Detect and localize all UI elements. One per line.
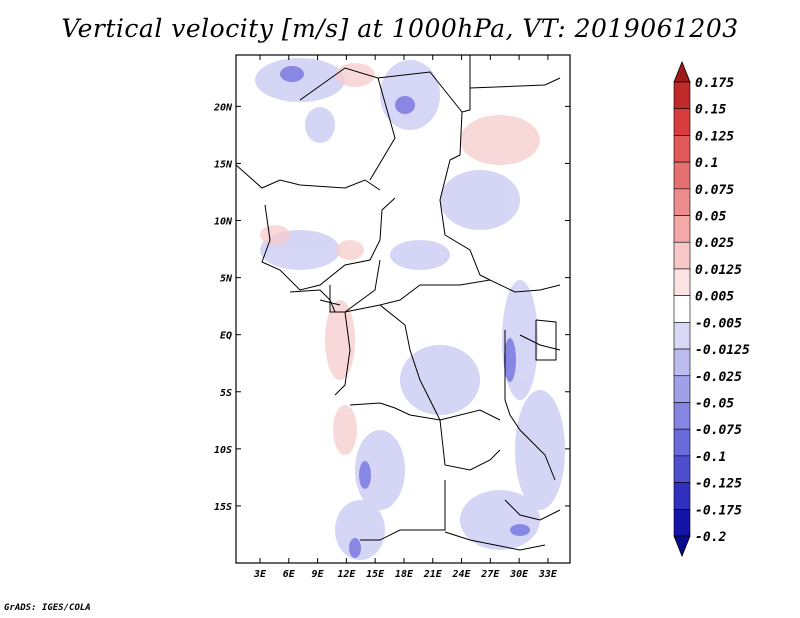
lat-label: 10S — [214, 445, 232, 456]
colorbar-segment — [673, 215, 691, 243]
footer-credit: GrADS: IGES/COLA — [4, 603, 91, 613]
country-borders — [236, 55, 561, 551]
colorbar: 0.175 0.15 0.125 0.1 0.075 0.05 0.025 0.0125 0.0… — [673, 60, 750, 558]
colorbar-label: -0.0125 — [695, 343, 750, 358]
colorbar-label: 0.0125 — [695, 263, 742, 278]
lat-label: 5N — [220, 274, 233, 285]
lat-label: 10N — [214, 217, 233, 228]
colorbar-label: 0.025 — [695, 236, 734, 251]
colorbar-segment — [673, 508, 691, 537]
colorbar-label: -0.05 — [695, 396, 734, 411]
colorbar-segment — [673, 60, 691, 83]
colorbar-segment — [673, 135, 691, 163]
map-field — [236, 55, 570, 563]
lat-label: 20N — [213, 102, 233, 113]
longitude-axis: 3E 6E 9E 12E 15E 18E 21E 24E 27E 30E 33E — [253, 55, 558, 580]
lat-label: 15S — [214, 502, 232, 513]
colorbar-label: -0.075 — [695, 423, 742, 438]
colorbar-segment — [673, 348, 691, 377]
colorbar-label: 0.05 — [695, 210, 726, 225]
map-frame — [235, 54, 571, 564]
colorbar-segment — [673, 241, 691, 270]
lon-label: 33E — [538, 569, 558, 580]
colorbar-label: 0.1 — [695, 156, 718, 171]
colorbar-label: -0.175 — [695, 503, 742, 518]
lon-label: 15E — [366, 569, 385, 580]
colorbar-segment — [673, 402, 691, 430]
colorbar-segment — [673, 375, 691, 403]
lat-label: 15N — [214, 159, 233, 170]
latitude-axis: 20N 15N 10N 5N EQ 5S 10S 15S — [213, 102, 570, 513]
colorbar-label: 0.15 — [695, 103, 726, 118]
lon-label: 18E — [395, 569, 414, 580]
colorbar-segment — [673, 535, 691, 558]
colorbar-label: -0.2 — [695, 530, 726, 545]
lon-label: 30E — [509, 569, 529, 580]
colorbar-segment — [673, 108, 691, 136]
lon-label: 24E — [452, 569, 472, 580]
colorbar-segment — [673, 81, 691, 110]
lon-label: 6E — [283, 569, 296, 580]
lat-label: EQ — [220, 331, 232, 342]
lon-label: 27E — [480, 569, 500, 580]
colorbar-label: 0.005 — [695, 290, 734, 305]
lon-label: 21E — [423, 569, 443, 580]
lat-label: 5S — [220, 388, 232, 399]
map-title: Vertical velocity [m/s] at 1000hPa, VT: … — [61, 14, 739, 43]
colorbar-segment — [673, 455, 691, 483]
colorbar-label: 0.075 — [695, 183, 734, 198]
colorbar-label: -0.125 — [695, 477, 742, 492]
colorbar-segment — [673, 161, 691, 190]
colorbar-label: -0.1 — [695, 450, 726, 465]
colorbar-label: 0.175 — [695, 76, 734, 91]
colorbar-segment — [673, 322, 691, 350]
colorbar-segment — [673, 268, 691, 296]
colorbar-label: -0.005 — [695, 316, 742, 331]
lon-label: 12E — [337, 569, 356, 580]
colorbar-segment — [673, 428, 691, 457]
colorbar-segment — [673, 188, 691, 216]
colorbar-segment — [673, 295, 691, 323]
colorbar-label: 0.125 — [695, 129, 734, 144]
colorbar-segment — [673, 482, 691, 510]
colorbar-label: -0.025 — [695, 370, 742, 385]
lon-label: 9E — [312, 569, 325, 580]
lon-label: 3E — [253, 569, 267, 580]
